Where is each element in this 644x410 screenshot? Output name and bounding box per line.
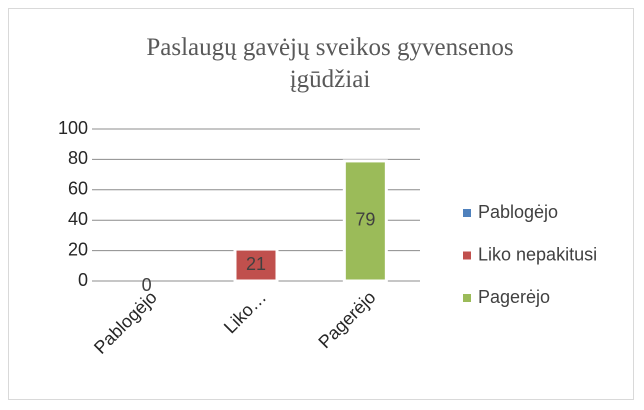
y-tick-label: 100 [58,118,88,138]
y-tick-label: 20 [68,239,88,259]
bar [342,159,388,283]
y-tick-label: 0 [78,270,88,290]
bar [233,247,279,283]
legend-label: Liko nepakitusi [478,244,597,264]
legend-label: Pagerėjo [478,287,550,307]
x-tick-label: Liko… [220,287,270,337]
data-label: 79 [355,210,375,230]
x-tick-label: Pagerėjo [314,287,379,352]
x-tick-label: Pablogėjo [90,287,161,358]
y-tick-label: 40 [68,209,88,229]
legend-marker [463,209,471,217]
chart-title: Paslaugų gavėjų sveikos gyvensenos įgūdž… [146,34,514,93]
chart-frame [8,8,634,400]
data-label: 21 [246,254,266,274]
y-tick-label: 80 [68,148,88,168]
legend-marker [463,294,471,302]
legend-marker [463,251,471,260]
y-tick-label: 60 [68,179,88,199]
data-label: 0 [142,275,152,295]
legend-label: Pablogėjo [478,202,558,222]
